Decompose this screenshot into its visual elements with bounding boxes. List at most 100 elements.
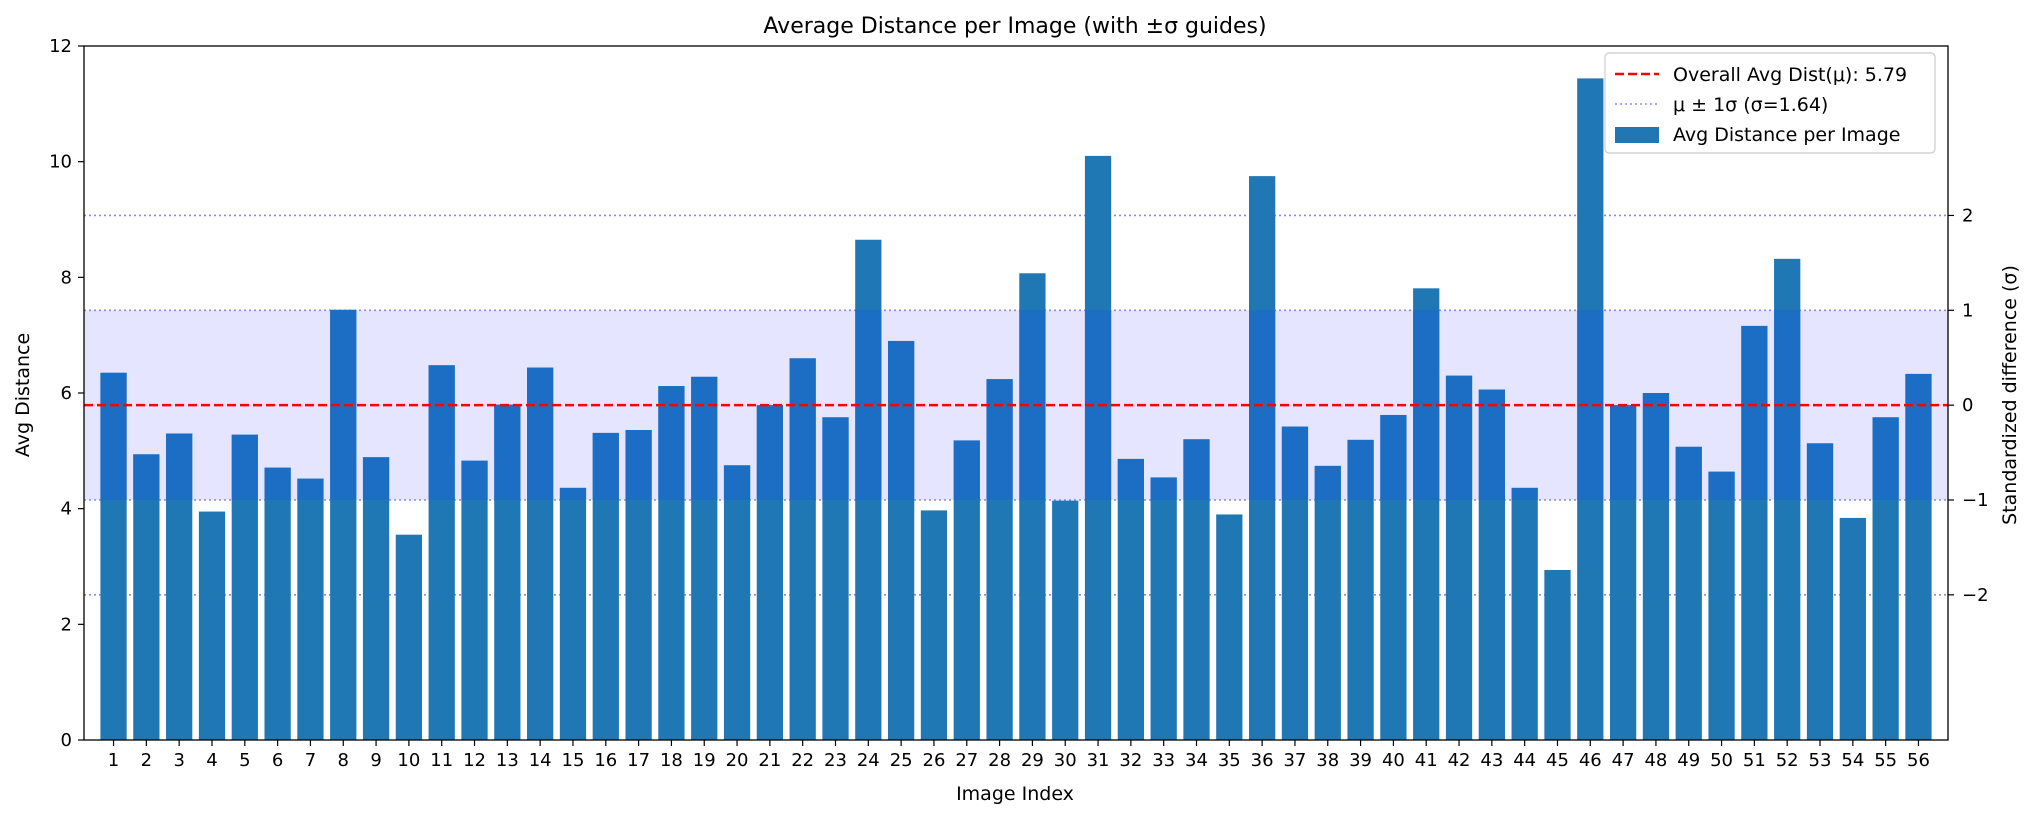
bar-band-overlap (1708, 471, 1735, 500)
bar-band-overlap (888, 340, 915, 500)
bar (920, 510, 948, 740)
x-tick-label: 44 (1513, 750, 1536, 771)
x-tick-label: 21 (758, 750, 781, 771)
bar-band-overlap (1675, 446, 1702, 500)
x-tick-label: 28 (988, 750, 1011, 771)
bar-band-overlap (1806, 443, 1834, 500)
legend-bar-swatch (1615, 127, 1659, 143)
x-tick-label: 5 (239, 750, 250, 771)
bar-band-overlap (1478, 389, 1505, 500)
bar (1544, 569, 1571, 740)
x-tick-label: 20 (726, 750, 749, 771)
bar-band-overlap (1445, 375, 1473, 500)
x-tick-label: 4 (206, 750, 217, 771)
x-tick-label: 50 (1710, 750, 1733, 771)
x-tick-label: 24 (857, 750, 880, 771)
x-tick-label: 40 (1382, 750, 1405, 771)
y2-tick-label: −2 (1962, 585, 1989, 606)
bar-band-overlap (691, 376, 718, 500)
x-tick-label: 19 (693, 750, 716, 771)
legend-bar-label: Avg Distance per Image (1673, 124, 1900, 146)
bar-band-overlap (986, 379, 1013, 500)
bar (1216, 514, 1243, 740)
x-tick-label: 14 (529, 750, 552, 771)
legend-sigma-label: μ ± 1σ (σ=1.64) (1673, 94, 1828, 116)
legend: Overall Avg Dist(μ): 5.79 μ ± 1σ (σ=1.64… (1604, 52, 1936, 154)
x-tick-label: 49 (1677, 750, 1700, 771)
bar-band-overlap (166, 433, 193, 500)
bar-band-overlap (1642, 393, 1670, 500)
x-tick-label: 3 (173, 750, 184, 771)
x-tick-label: 12 (463, 750, 486, 771)
x-tick-label: 54 (1841, 750, 1864, 771)
bar-band-overlap (756, 405, 783, 500)
x-tick-label: 29 (1021, 750, 1044, 771)
x-tick-label: 11 (430, 750, 453, 771)
y-tick-label: 2 (61, 614, 72, 635)
bar (723, 465, 751, 740)
y-tick-label: 0 (61, 730, 72, 751)
x-tick-label: 27 (955, 750, 978, 771)
x-tick-label: 31 (1087, 750, 1110, 771)
x-tick-label: 18 (660, 750, 683, 771)
bar (1117, 458, 1144, 740)
x-tick-label: 13 (496, 750, 519, 771)
y-tick-label: 6 (61, 383, 72, 404)
bar-band-overlap (527, 367, 554, 500)
y2-axis-title: Standardized difference (σ) (1999, 265, 2021, 525)
bar-band-overlap (1609, 405, 1637, 500)
bar (1708, 471, 1735, 740)
x-tick-label: 45 (1546, 750, 1569, 771)
bar-band-overlap (264, 467, 291, 500)
x-tick-label: 33 (1152, 750, 1175, 771)
x-tick-label: 55 (1874, 750, 1897, 771)
bar (362, 457, 390, 740)
x-tick-label: 1 (108, 750, 119, 771)
bar (1511, 487, 1538, 740)
x-tick-label: 32 (1119, 750, 1142, 771)
bar-band-overlap (461, 460, 488, 500)
bar-band-overlap (1281, 426, 1309, 500)
bar-band-overlap (1905, 373, 1932, 500)
bar-band-overlap (362, 457, 390, 500)
bar (1839, 517, 1866, 740)
x-tick-label: 35 (1218, 750, 1241, 771)
bar-band-overlap (723, 465, 751, 500)
bar-band-overlap (1117, 458, 1144, 500)
x-tick-label: 17 (627, 750, 650, 771)
x-tick-label: 22 (791, 750, 814, 771)
bar (1314, 465, 1341, 740)
bar-band-overlap (592, 432, 619, 500)
bar-band-overlap (822, 417, 849, 500)
x-tick-label: 41 (1415, 750, 1438, 771)
x-tick-label: 38 (1316, 750, 1339, 771)
bar-band-overlap (953, 440, 980, 500)
x-tick-label: 56 (1907, 750, 1930, 771)
y-tick-label: 8 (61, 267, 72, 288)
x-tick-label: 6 (272, 750, 283, 771)
x-tick-label: 25 (890, 750, 913, 771)
bar (1052, 500, 1079, 740)
x-tick-label: 36 (1251, 750, 1274, 771)
x-tick-label: 47 (1612, 750, 1635, 771)
x-tick-label: 2 (141, 750, 152, 771)
y2-tick-label: 1 (1962, 300, 1973, 321)
y2-tick-label: 2 (1962, 205, 1973, 226)
x-tick-label: 30 (1054, 750, 1077, 771)
y-tick-label: 12 (49, 36, 72, 57)
bar (559, 487, 587, 740)
x-tick-label: 7 (305, 750, 316, 771)
bar-band-overlap (100, 372, 127, 500)
x-tick-label: 15 (562, 750, 585, 771)
x-tick-label: 34 (1185, 750, 1208, 771)
x-tick-label: 16 (594, 750, 617, 771)
x-tick-label: 37 (1283, 750, 1306, 771)
y2-tick-label: −1 (1962, 490, 1989, 511)
y-tick-label: 4 (61, 499, 72, 520)
bar (264, 467, 291, 740)
y-axis-title: Avg Distance (12, 333, 34, 457)
bar (297, 478, 324, 740)
x-tick-label: 48 (1644, 750, 1667, 771)
